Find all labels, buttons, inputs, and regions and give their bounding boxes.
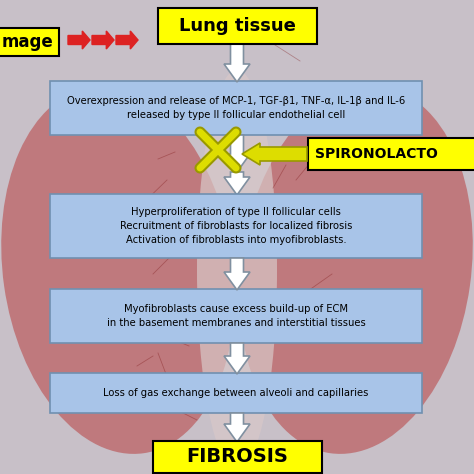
FancyBboxPatch shape: [158, 8, 317, 44]
Text: Overexpression and release of MCP-1, TGF-β1, TNF-α, IL-1β and IL-6
released by t: Overexpression and release of MCP-1, TGF…: [67, 96, 405, 120]
Ellipse shape: [239, 86, 473, 454]
Ellipse shape: [1, 86, 235, 454]
FancyArrow shape: [224, 258, 250, 290]
FancyArrow shape: [242, 143, 307, 165]
FancyArrow shape: [224, 135, 250, 172]
FancyBboxPatch shape: [308, 138, 474, 170]
Text: mage: mage: [2, 33, 54, 51]
FancyBboxPatch shape: [50, 289, 422, 343]
Text: Lung tissue: Lung tissue: [179, 17, 296, 35]
FancyBboxPatch shape: [153, 441, 322, 473]
Text: FIBROSIS: FIBROSIS: [187, 447, 289, 466]
FancyArrow shape: [224, 343, 250, 374]
Text: Hyperproliferation of type II follicular cells
Recruitment of fibroblasts for lo: Hyperproliferation of type II follicular…: [120, 207, 352, 246]
FancyBboxPatch shape: [50, 194, 422, 258]
Text: SPIRONOLACTO: SPIRONOLACTO: [315, 147, 438, 161]
Text: Myofibroblasts cause excess build-up of ECM
in the basement membranes and inters: Myofibroblasts cause excess build-up of …: [107, 304, 365, 328]
FancyBboxPatch shape: [50, 373, 422, 413]
Polygon shape: [116, 31, 138, 49]
FancyArrow shape: [224, 172, 250, 195]
Text: Loss of gas exchange between alveoli and capillaries: Loss of gas exchange between alveoli and…: [103, 388, 369, 398]
FancyArrow shape: [224, 413, 250, 442]
Polygon shape: [68, 31, 90, 49]
Ellipse shape: [197, 70, 277, 470]
Polygon shape: [92, 31, 114, 49]
FancyArrow shape: [224, 44, 250, 82]
FancyBboxPatch shape: [50, 81, 422, 135]
